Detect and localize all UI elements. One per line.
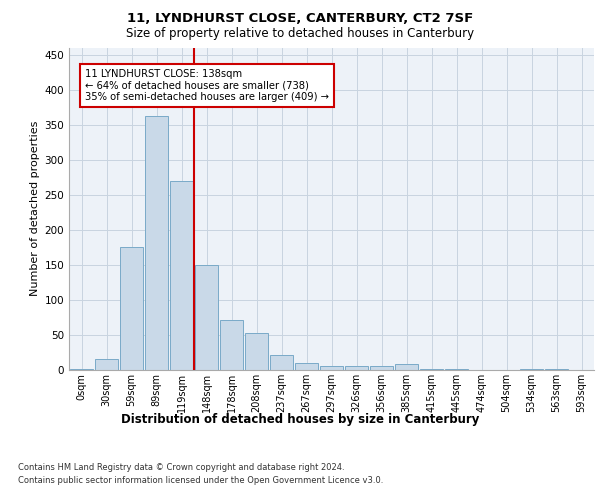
Bar [269,354,293,370]
Bar [344,366,368,370]
Bar [370,366,394,370]
Y-axis label: Number of detached properties: Number of detached properties [30,121,40,296]
Bar [320,366,343,370]
Bar [145,116,169,370]
Bar [194,265,218,370]
Bar [295,363,319,370]
Text: 11, LYNDHURST CLOSE, CANTERBURY, CT2 7SF: 11, LYNDHURST CLOSE, CANTERBURY, CT2 7SF [127,12,473,26]
Text: 11 LYNDHURST CLOSE: 138sqm
← 64% of detached houses are smaller (738)
35% of sem: 11 LYNDHURST CLOSE: 138sqm ← 64% of deta… [85,68,329,102]
Text: Distribution of detached houses by size in Canterbury: Distribution of detached houses by size … [121,412,479,426]
Text: Size of property relative to detached houses in Canterbury: Size of property relative to detached ho… [126,28,474,40]
Text: Contains HM Land Registry data © Crown copyright and database right 2024.: Contains HM Land Registry data © Crown c… [18,462,344,471]
Bar [245,333,268,370]
Bar [70,368,94,370]
Text: Contains public sector information licensed under the Open Government Licence v3: Contains public sector information licen… [18,476,383,485]
Bar [220,320,244,370]
Bar [395,364,418,370]
Bar [170,180,193,370]
Bar [520,368,544,370]
Bar [119,248,143,370]
Bar [95,360,118,370]
